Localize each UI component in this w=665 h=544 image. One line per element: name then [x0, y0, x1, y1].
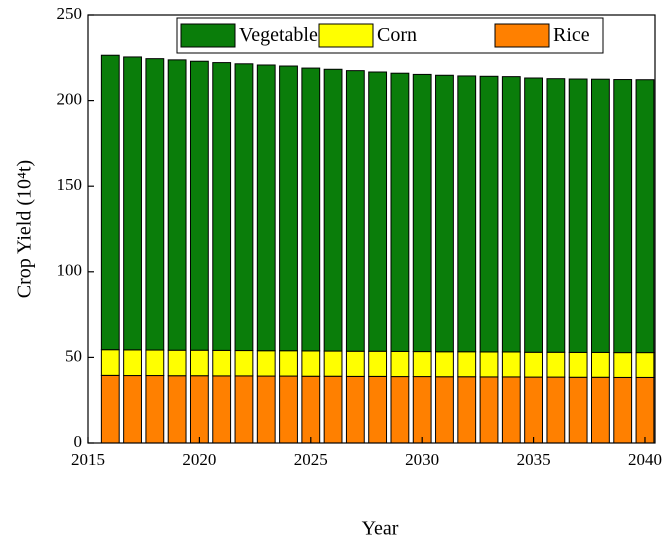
bar-segment: [323, 68, 343, 352]
x-tick-label: 2020: [182, 450, 216, 469]
bar-segment: [524, 351, 543, 378]
bar-segment: [368, 375, 388, 444]
bar-segment: [167, 375, 187, 444]
x-tick-label: 2015: [71, 450, 105, 469]
bar-segment: [568, 78, 588, 353]
legend-swatch: [180, 23, 236, 48]
bar-segment: [123, 349, 142, 377]
bar-segment: [412, 376, 432, 444]
x-axis-label: Year: [362, 518, 399, 540]
bar-segment: [345, 375, 365, 444]
bar-segment: [212, 375, 232, 444]
y-tick-label: 100: [57, 261, 83, 280]
bar-segment: [390, 350, 410, 378]
bar-segment: [212, 349, 232, 377]
bar-segment: [368, 71, 388, 352]
y-tick-label: 150: [57, 175, 83, 194]
y-tick-label: 250: [57, 4, 83, 23]
bar-segment: [435, 351, 454, 378]
bar-segment: [345, 70, 365, 352]
bar-segment: [479, 351, 499, 378]
bar-segment: [234, 63, 254, 352]
plot-frame: [87, 14, 656, 444]
bar-segment: [368, 350, 388, 377]
bar-segment: [100, 374, 120, 444]
x-tick-label: 2035: [517, 450, 551, 469]
x-tick-label: 2025: [294, 450, 328, 469]
x-tick-label: 2040: [628, 450, 662, 469]
bar-segment: [501, 351, 521, 378]
y-tick-label: 0: [74, 432, 83, 451]
bar-segment: [457, 376, 477, 444]
bar-segment: [613, 352, 633, 378]
bar-segment: [501, 376, 521, 444]
bar-segment: [412, 351, 432, 378]
bar-segment: [435, 376, 454, 444]
bar-segment: [256, 64, 276, 352]
bar-segment: [479, 75, 499, 353]
bar-segment: [457, 75, 477, 353]
bar-segment: [167, 349, 187, 377]
bar-segment: [323, 375, 343, 444]
bar-segment: [524, 376, 543, 444]
bar-segment: [323, 350, 343, 377]
bar-segment: [457, 351, 477, 378]
y-tick-label: 200: [57, 90, 83, 109]
bar-segment: [301, 375, 321, 444]
bar-segment: [279, 65, 298, 352]
bar-segment: [189, 349, 209, 377]
legend-label: Vegetables: [239, 24, 326, 46]
legend-swatch: [494, 23, 550, 48]
bar-segment: [435, 74, 454, 353]
bar-segment: [167, 59, 187, 351]
bar-segment: [234, 375, 254, 444]
bar-segment: [613, 376, 633, 444]
bar-segment: [412, 73, 432, 353]
legend-label: Corn: [377, 24, 417, 46]
bar-segment: [256, 350, 276, 377]
legend-label: Rice: [553, 24, 590, 46]
bar-segment: [301, 350, 321, 377]
bar-segment: [100, 54, 120, 351]
bar-segment: [635, 352, 655, 378]
bar-segment: [234, 350, 254, 377]
bar-segment: [189, 375, 209, 444]
bar-segment: [524, 77, 543, 353]
bar-segment: [123, 56, 142, 351]
y-tick-label: 50: [65, 346, 82, 365]
bar-segment: [546, 351, 566, 378]
bar-segment: [145, 349, 165, 377]
bar-segment: [635, 79, 655, 354]
bar-segment: [568, 376, 588, 444]
bar-segment: [279, 375, 298, 444]
y-axis-label: Crop Yield (10⁴t): [14, 160, 36, 298]
bar-segment: [546, 376, 566, 444]
bar-segment: [145, 58, 165, 351]
bar-segment: [591, 376, 610, 444]
bar-segment: [613, 79, 633, 354]
bar-segment: [301, 67, 321, 352]
bar-segment: [256, 375, 276, 444]
bar-segment: [145, 375, 165, 444]
legend-swatch: [318, 23, 374, 48]
bar-segment: [591, 351, 610, 378]
x-tick-label: 2030: [405, 450, 439, 469]
bar-segment: [390, 72, 410, 352]
bar-segment: [591, 78, 610, 353]
bar-segment: [635, 376, 655, 444]
bar-segment: [189, 60, 209, 351]
bar-segment: [501, 76, 521, 353]
bar-segment: [123, 375, 142, 444]
bar-segment: [100, 349, 120, 376]
bar-segment: [546, 78, 566, 353]
bar-segment: [479, 376, 499, 444]
bar-segment: [279, 350, 298, 377]
bar-segment: [212, 62, 232, 351]
bar-segment: [345, 350, 365, 377]
bar-segment: [568, 351, 588, 378]
bar-segment: [390, 376, 410, 444]
